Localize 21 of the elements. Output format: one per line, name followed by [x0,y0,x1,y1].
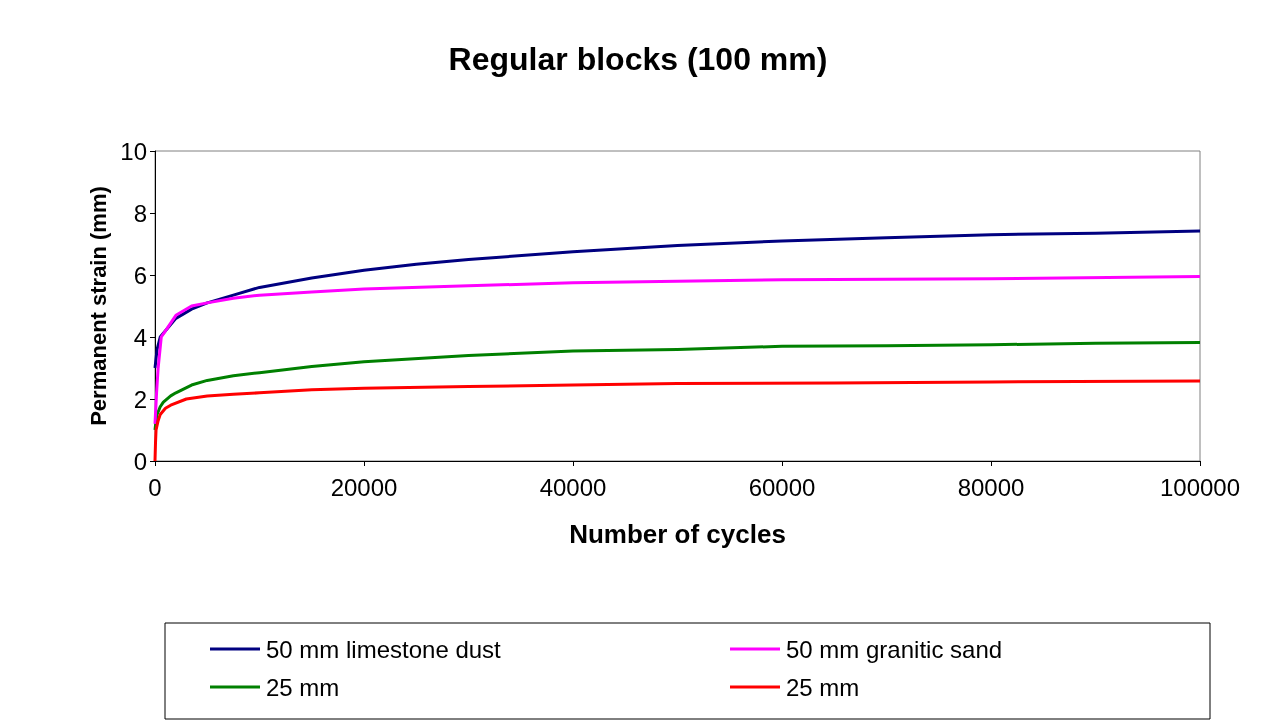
legend-label: 25 mm [266,673,340,701]
y-tick-label: 8 [133,199,147,227]
y-tick-label: 6 [133,261,147,289]
x-tick-label: 100000 [1159,473,1241,501]
line-series [153,341,1202,432]
y-tick-label: 4 [133,323,147,351]
y-tick-label: 10 [120,137,147,165]
x-tick-label: 60000 [748,473,816,501]
y-tick-label: 0 [133,447,147,475]
x-axis-title: Number of cycles [569,519,786,549]
legend-label: 50 mm granitic sand [786,635,1003,663]
x-tick-label: 40000 [539,473,607,501]
line-series [153,275,1202,426]
chart-title: Regular blocks (100 mm) [448,41,828,77]
line-series [153,229,1202,370]
legend-label: 25 mm [786,673,860,701]
y-axis-title: Permanent strain (mm) [85,186,111,426]
x-tick-label: 20000 [330,473,398,501]
y-tick-label: 2 [133,385,147,413]
legend-label: 50 mm limestone dust [266,635,502,663]
x-tick-label: 80000 [957,473,1025,501]
